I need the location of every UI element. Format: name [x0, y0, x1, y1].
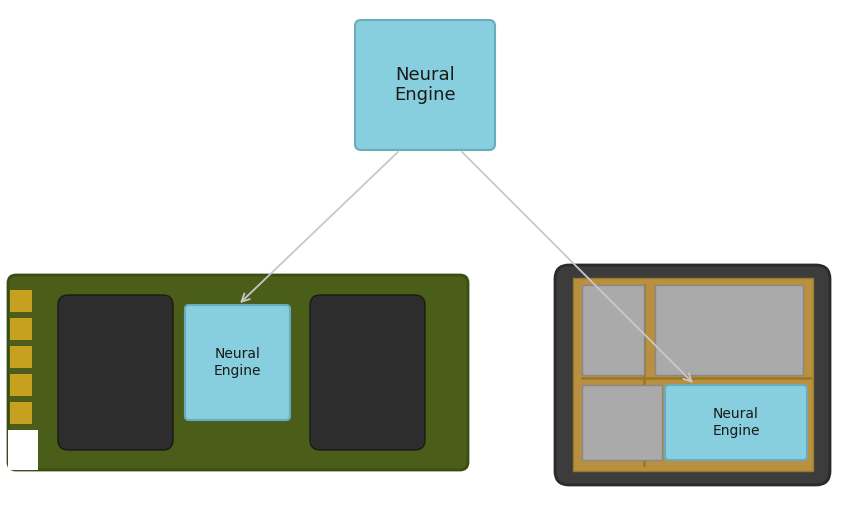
Bar [582, 285, 643, 375]
Bar [10, 318, 32, 340]
Bar [10, 346, 32, 368]
FancyBboxPatch shape [58, 295, 173, 450]
Bar [10, 290, 32, 312]
FancyBboxPatch shape [354, 20, 495, 150]
FancyBboxPatch shape [310, 295, 425, 450]
FancyBboxPatch shape [664, 385, 806, 460]
FancyBboxPatch shape [185, 305, 289, 420]
Text: Neural
Engine: Neural Engine [214, 347, 261, 378]
Bar [8, 430, 38, 470]
Text: Neural
Engine: Neural Engine [393, 66, 455, 104]
Bar [10, 402, 32, 424]
Bar [572, 278, 812, 471]
FancyBboxPatch shape [555, 265, 829, 485]
FancyBboxPatch shape [8, 275, 468, 470]
Bar [10, 374, 32, 396]
Bar [654, 285, 802, 375]
Bar [582, 385, 661, 460]
Text: Neural
Engine: Neural Engine [711, 408, 759, 437]
